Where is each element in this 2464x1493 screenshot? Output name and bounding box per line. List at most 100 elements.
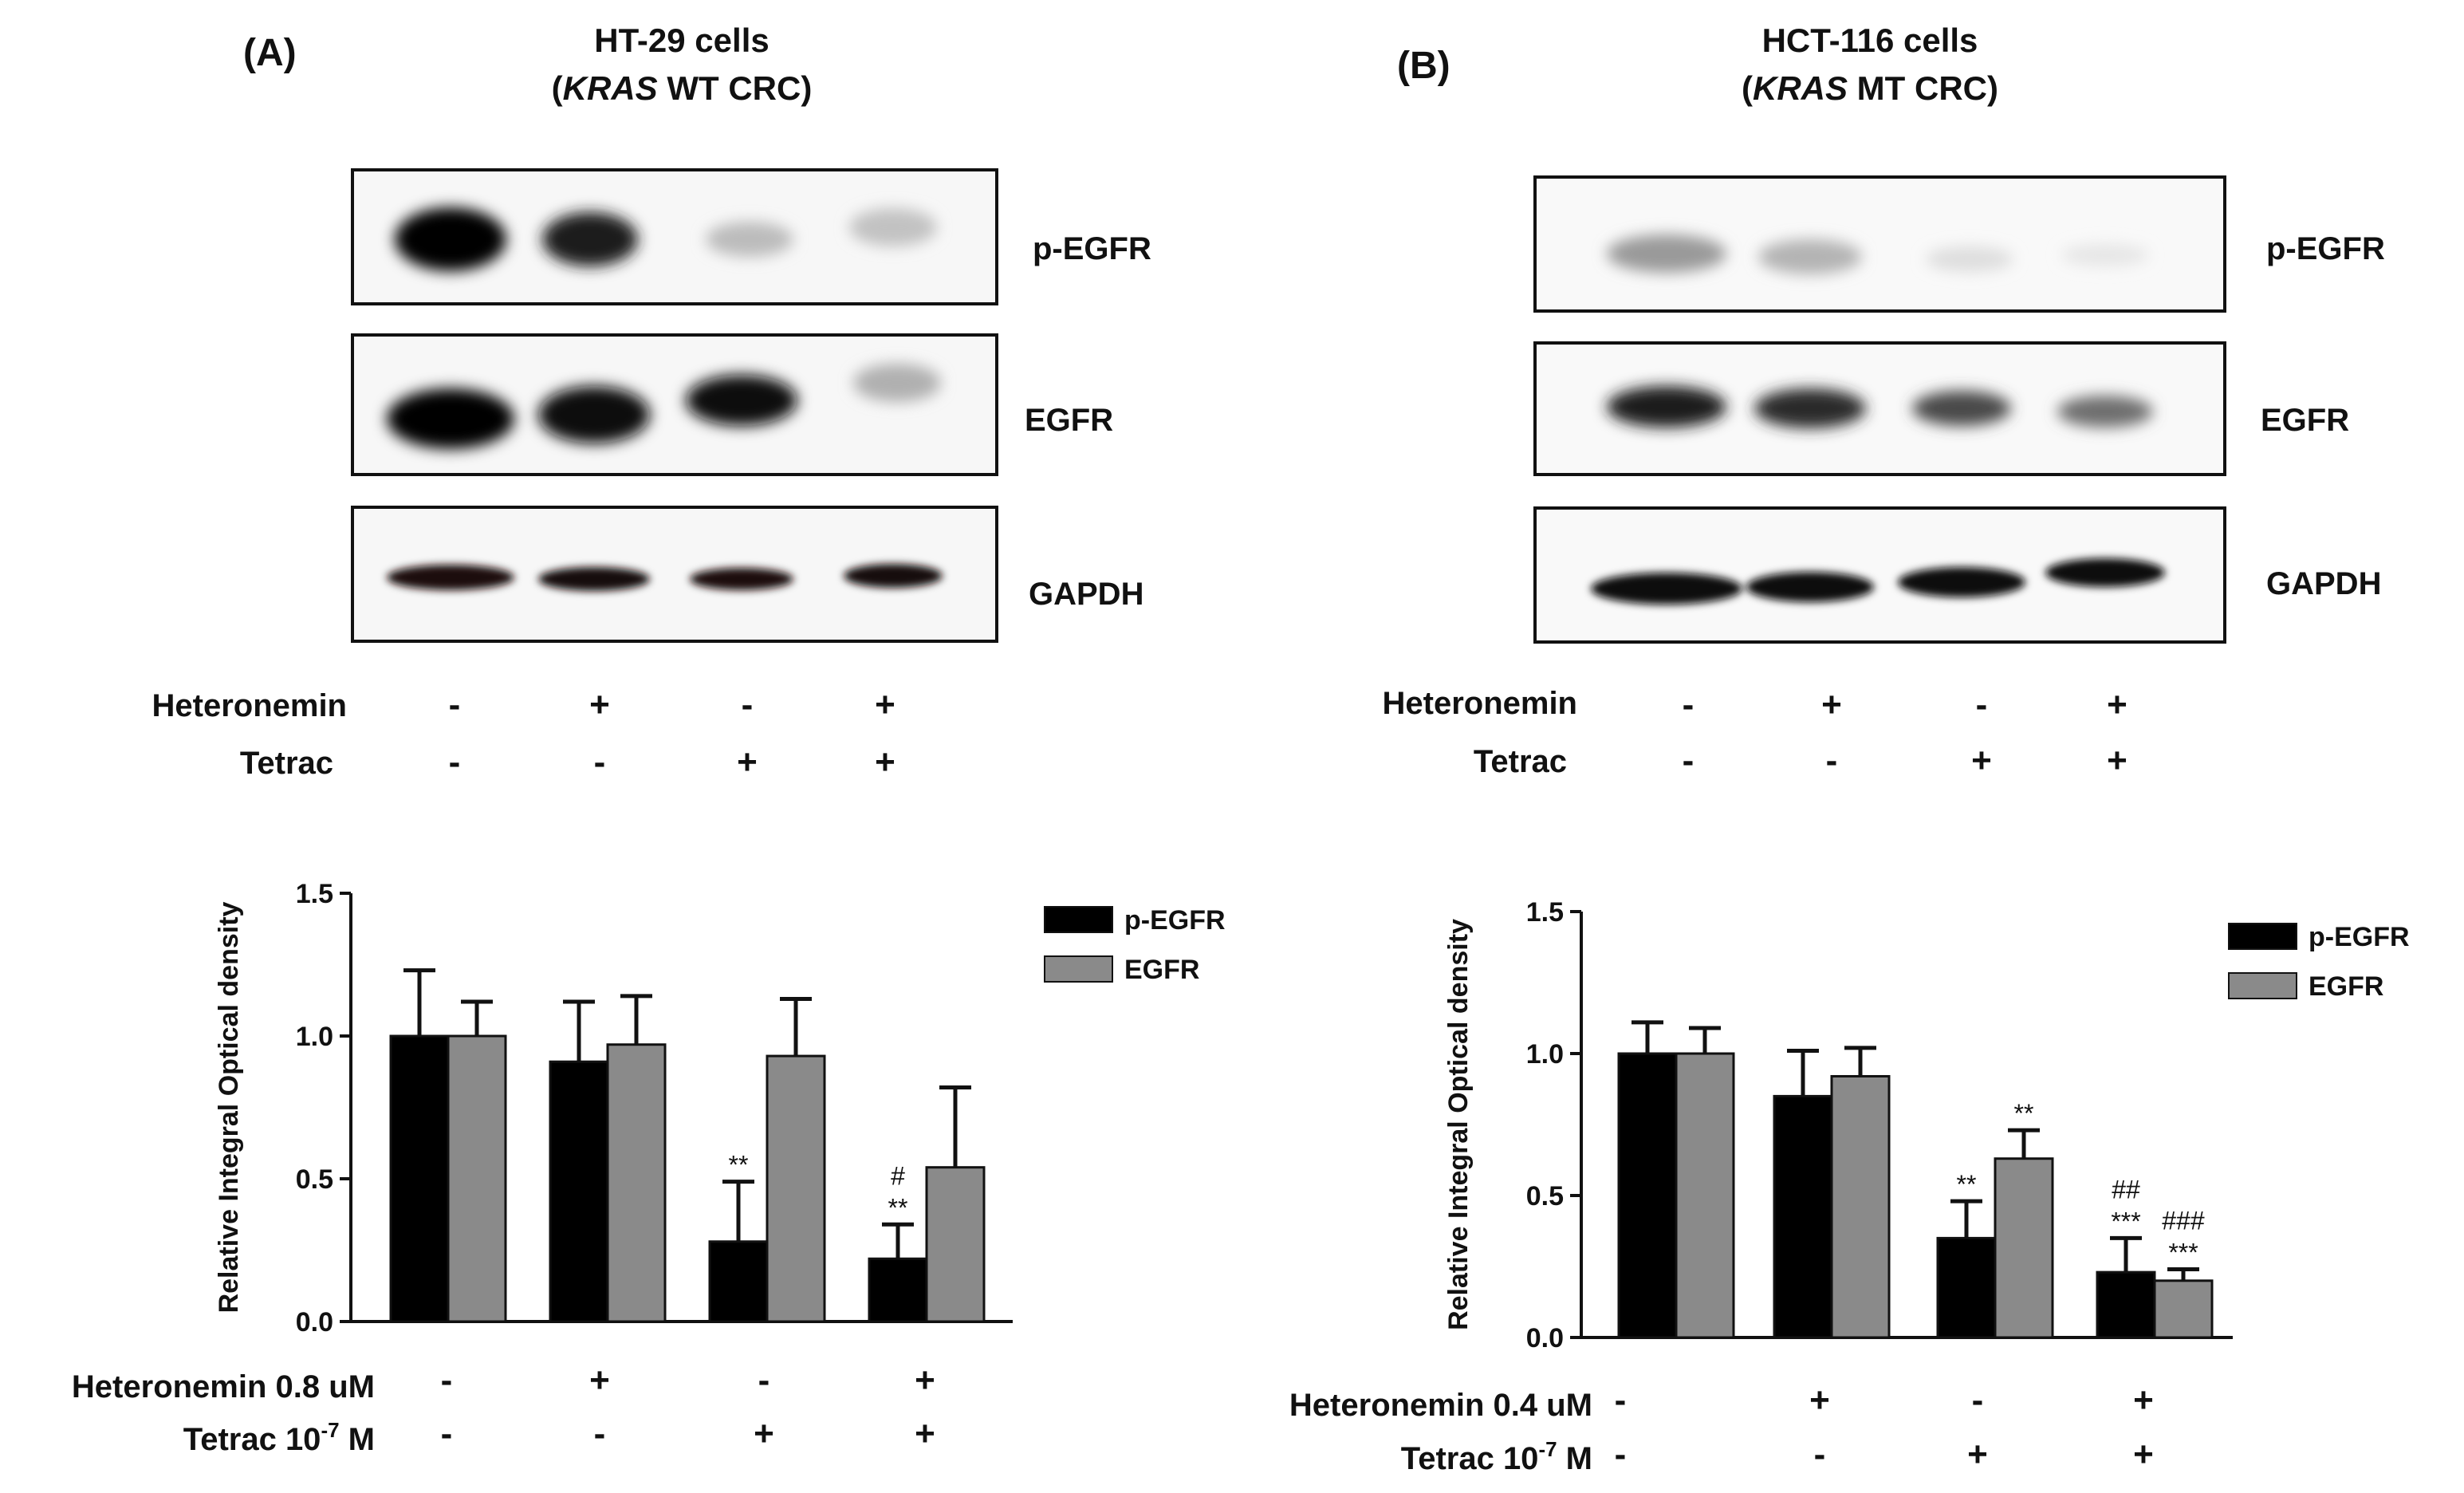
panel-a-chart-row1-sign-2: -: [758, 1361, 770, 1400]
panel-b-title-gene: KRAS: [1753, 69, 1848, 107]
panel-a-blot-label-p-egfr: p-EGFR: [1033, 231, 1151, 266]
panel-a-row1-sign-3: +: [875, 685, 895, 724]
chart-a-annotation: #: [891, 1161, 905, 1190]
chart-a-annotation: **: [888, 1193, 908, 1222]
panel-b-blot-gapdh: [1533, 506, 2226, 644]
chart-b-annotation: **: [2014, 1099, 2034, 1128]
panel-b-row2-label: Tetrac: [1474, 744, 1567, 779]
panel-b-blot-label-p-egfr: p-EGFR: [2266, 231, 2385, 266]
panel-b-chart-row2-sign-3: +: [2133, 1435, 2154, 1474]
chart-a-annotation: **: [729, 1151, 749, 1180]
panel-b-row1-sign-3: +: [2107, 685, 2127, 724]
panel-b-row1-label: Heteronemin: [1383, 686, 1578, 721]
panel-b-row1-sign-1: +: [1821, 685, 1842, 724]
panel-a-title-status: WT CRC: [658, 69, 801, 107]
panel-a-row2-label: Tetrac: [240, 746, 333, 781]
chart-a-bar-p-egfr-0: [389, 1034, 450, 1323]
panel-b-chart-row2-sign-0: -: [1615, 1435, 1627, 1474]
chart-a-legend-label-0: p-EGFR: [1124, 905, 1226, 936]
chart-a-bar-p-egfr-3: [868, 1257, 928, 1323]
panel-a-title-line2: (KRAS WT CRC): [552, 69, 813, 107]
panel-a-chart-row1-sign-0: -: [441, 1361, 453, 1400]
panel-a-chart-row1-sign-3: +: [915, 1361, 935, 1400]
chart-a-bar-p-egfr-1: [549, 1060, 609, 1323]
panel-b-row2-sign-0: -: [1683, 741, 1694, 780]
chart-a-bar-egfr-1: [606, 1043, 667, 1323]
panel-b-title-line1: HCT-116 cells: [1762, 22, 1978, 59]
chart-b-bar-p-egfr-3: [2096, 1270, 2156, 1339]
panel-b-row2-sign-2: +: [1971, 741, 1992, 780]
chart-b-bar-egfr-2: [1994, 1157, 2054, 1339]
panel-a-row2-sign-0: -: [449, 743, 461, 782]
panel-a-chart-row2-sign-3: +: [915, 1414, 935, 1453]
chart-b-bar-egfr-1: [1830, 1074, 1891, 1339]
panel-b-row1-sign-0: -: [1683, 685, 1694, 724]
panel-b-chart-row2-sign-1: -: [1814, 1435, 1826, 1474]
panel-b-chart-row1-label: Heteronemin 0.4 uM: [1289, 1388, 1592, 1423]
chart-a-legend-swatch-1: [1044, 955, 1113, 983]
chart-b-annotation: ##: [2112, 1175, 2140, 1203]
panel-a-blot-label-gapdh: GAPDH: [1029, 577, 1143, 612]
panel-a-chart-row1-sign-1: +: [589, 1361, 610, 1400]
chart-a-bar-egfr-2: [766, 1054, 826, 1323]
panel-a-blot-p-egfr: [351, 168, 998, 305]
panel-a-row2-sign-3: +: [875, 743, 895, 782]
chart-b-legend-swatch-0: [2228, 923, 2297, 950]
panel-a-row1-sign-2: -: [742, 685, 754, 724]
chart-b-legend-label-1: EGFR: [2309, 971, 2383, 1002]
panel-b-row2-sign-1: -: [1826, 741, 1838, 780]
chart-b-bar-p-egfr-2: [1936, 1236, 1997, 1339]
panel-a-blot-egfr: [351, 333, 998, 476]
chart-a-bar-p-egfr-2: [708, 1240, 769, 1323]
chart-b-legend-swatch-1: [2228, 972, 2297, 999]
chart-b-y-tick-label-1: 0.5: [1526, 1181, 1564, 1211]
chart-a-bar-egfr-3: [925, 1166, 986, 1323]
panel-b-row1-sign-2: -: [1976, 685, 1988, 724]
chart-b-annotation: **: [1957, 1170, 1977, 1199]
panel-a-label: (A): [243, 32, 297, 74]
chart-b-bar-egfr-3: [2153, 1279, 2214, 1339]
panel-b-blot-egfr: [1533, 341, 2226, 476]
chart-a-y-tick-label-1: 0.5: [296, 1164, 333, 1195]
chart-b-y-tick-label-3: 1.5: [1526, 897, 1564, 928]
panel-a-chart-row1-label: Heteronemin 0.8 uM: [72, 1369, 375, 1404]
chart-a-legend-label-1: EGFR: [1124, 955, 1199, 985]
chart-b-annotation: ***: [2111, 1207, 2140, 1235]
panel-b-chart-row1-sign-3: +: [2133, 1381, 2154, 1420]
chart-b-annotation: ###: [2162, 1207, 2205, 1235]
panel-b: (B) HCT-116 cells (KRAS MT CRC): [1289, 22, 2410, 1476]
panel-b-chart-row1-sign-1: +: [1809, 1381, 1830, 1420]
chart-b-bar-p-egfr-1: [1773, 1094, 1833, 1339]
chart-a-y-tick-label-2: 1.0: [296, 1022, 333, 1052]
panel-b-blot-label-gapdh: GAPDH: [2266, 566, 2381, 601]
panel-a-row1-sign-1: +: [589, 685, 610, 724]
panel-a-blot-gapdh: [351, 506, 998, 643]
panel-a-row2-sign-1: -: [594, 743, 606, 782]
panel-b-title-line2: (KRAS MT CRC): [1742, 69, 1998, 107]
panel-b-blot-label-egfr: EGFR: [2261, 403, 2349, 438]
panel-a-chart-row2-sign-0: -: [441, 1414, 453, 1453]
panel-a-chart-row2-sign-1: -: [594, 1414, 606, 1453]
chart-b-y-axis-label: Relative Integral Optical density: [1443, 919, 1474, 1330]
chart-a-y-axis-label: Relative Integral Optical density: [214, 901, 244, 1313]
panel-a-row1-sign-0: -: [449, 685, 461, 724]
chart-b-annotation: ***: [2168, 1239, 2198, 1267]
chart-a-legend-swatch-0: [1044, 906, 1113, 933]
panel-b-chart-row2-label: Tetrac 10-7 M: [1401, 1437, 1592, 1476]
panel-a-chart-row2-label: Tetrac 10-7 M: [183, 1418, 375, 1457]
panel-b-chart-row2-sign-2: +: [1967, 1435, 1988, 1474]
panel-b-chart-row1-sign-0: -: [1615, 1381, 1627, 1420]
panel-a-row1-label: Heteronemin: [152, 688, 348, 723]
chart-b-legend-label-0: p-EGFR: [2309, 922, 2410, 952]
panel-a-row2-sign-2: +: [737, 743, 758, 782]
panel-b-blot-p-egfr: [1533, 175, 2226, 313]
panel-b-chart: 0.0 0.5 1.0 1.5 Relative Integral Optical de…: [1443, 897, 2410, 1353]
panel-b-title-status: MT CRC: [1848, 69, 1987, 107]
panel-a-chart-row2-sign-2: +: [754, 1414, 774, 1453]
panel-b-chart-row1-sign-2: -: [1972, 1381, 1984, 1420]
chart-a-y-tick-label-0: 0.0: [296, 1307, 333, 1337]
panel-a-title-line1: HT-29 cells: [594, 22, 769, 59]
panel-a: (A) HT-29 cells (KRAS WT CRC): [72, 22, 1226, 1457]
panel-a-blot-label-egfr: EGFR: [1025, 403, 1113, 438]
chart-b-bar-egfr-0: [1675, 1052, 1735, 1339]
